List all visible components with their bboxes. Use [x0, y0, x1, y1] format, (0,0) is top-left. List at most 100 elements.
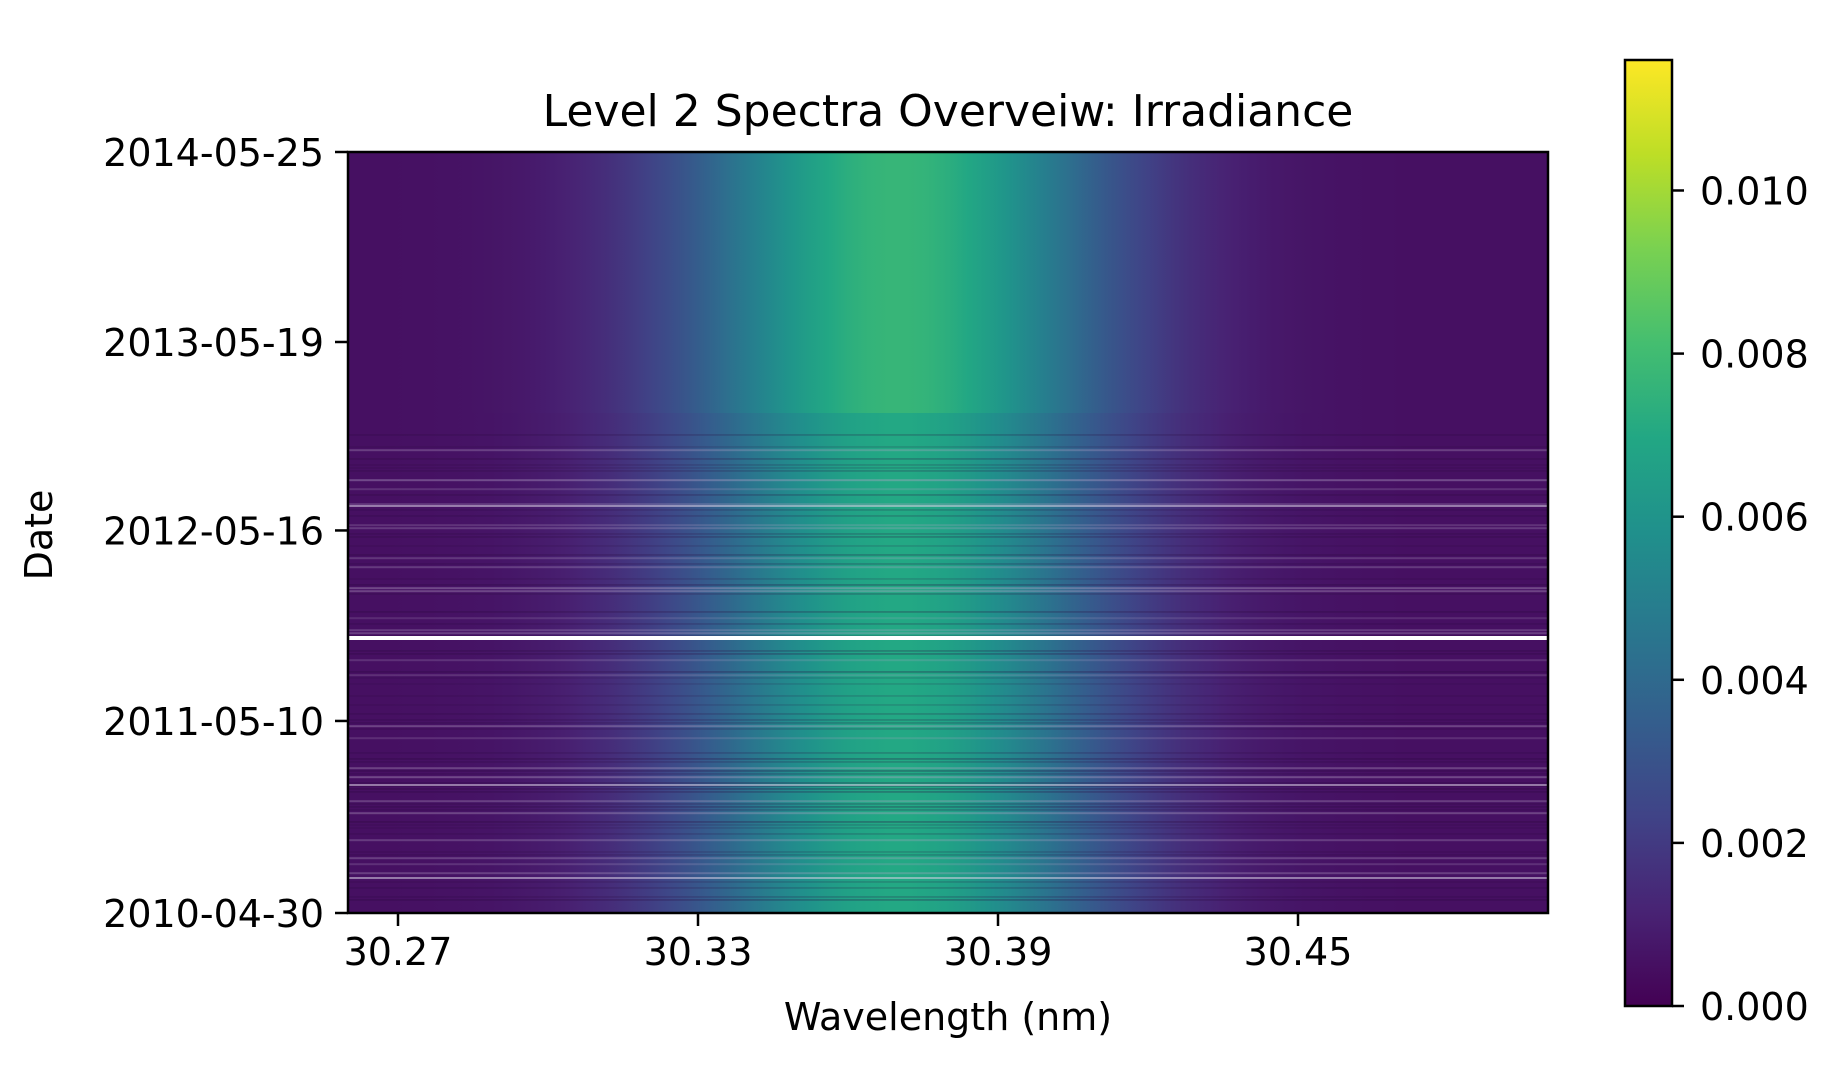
noise-stripe: [348, 803, 1548, 805]
noise-stripe: [348, 434, 1548, 436]
bright-stripe: [348, 877, 1548, 879]
noise-stripe: [348, 503, 1548, 506]
noise-stripe: [348, 629, 1548, 632]
noise-stripe: [348, 788, 1548, 790]
noise-stripe: [348, 632, 1548, 635]
y-tick-label: 2012-05-16: [103, 509, 324, 553]
noise-stripe: [348, 488, 1548, 491]
noise-stripe: [348, 674, 1548, 677]
noise-stripe: [348, 593, 1548, 595]
colorbar-tick-label: 0.010: [1700, 169, 1809, 213]
noise-stripe: [348, 635, 1548, 637]
noise-stripe: [348, 515, 1548, 517]
noise-stripe: [348, 728, 1548, 730]
noise-stripe: [348, 725, 1548, 728]
noise-stripe: [348, 464, 1548, 466]
noise-stripe: [348, 470, 1548, 472]
x-tick-label: 30.27: [344, 930, 453, 974]
noise-stripe: [348, 449, 1548, 452]
colorbar-tick-label: 0.008: [1700, 333, 1809, 377]
noise-stripe: [348, 617, 1548, 620]
noise-stripe: [348, 809, 1548, 811]
plot-frame: [346, 150, 1550, 915]
noise-stripe: [348, 578, 1548, 580]
colorbar-tick-label: 0.002: [1700, 822, 1809, 866]
chart-title: Level 2 Spectra Overveiw: Irradiance: [543, 86, 1354, 137]
noise-stripe: [348, 554, 1548, 556]
y-tick-label: 2011-05-10: [103, 700, 324, 744]
noise-stripe: [348, 623, 1548, 625]
x-tick-label: 30.33: [644, 930, 753, 974]
noise-stripe: [348, 557, 1548, 560]
noise-stripe: [348, 545, 1548, 547]
colorbar-tick-label: 0.000: [1700, 985, 1809, 1029]
noise-stripe: [348, 827, 1548, 829]
colorbar-ticks: 0.000 0.002 0.004 0.006 0.008 0.010: [1672, 169, 1809, 1029]
x-tick-label: 30.45: [1244, 930, 1353, 974]
heatmap-lower-region: [348, 413, 1548, 913]
noise-stripe: [348, 722, 1548, 724]
noise-stripe: [348, 467, 1548, 469]
noise-stripe: [348, 887, 1548, 889]
noise-stripe: [348, 857, 1548, 860]
noise-stripe: [348, 800, 1548, 803]
noise-stripe: [348, 683, 1548, 685]
y-tick-label: 2010-04-30: [103, 892, 324, 936]
noise-stripe: [348, 563, 1548, 565]
noise-stripe: [348, 446, 1548, 448]
noise-stripe: [348, 821, 1548, 823]
noise-stripe: [348, 806, 1548, 808]
noise-stripe: [348, 881, 1548, 883]
noise-stripe: [348, 704, 1548, 706]
noise-stripe: [348, 536, 1548, 538]
noise-stripe: [348, 590, 1548, 593]
data-gap-line: [348, 636, 1548, 640]
noise-stripe: [348, 752, 1548, 754]
noise-stripe: [348, 758, 1548, 760]
noise-stripe: [348, 584, 1548, 586]
noise-stripe: [348, 776, 1548, 779]
noise-stripe: [348, 851, 1548, 853]
noise-stripe: [348, 566, 1548, 569]
noise-stripe: [348, 839, 1548, 842]
noise-stripe: [348, 896, 1548, 898]
noise-stripe: [348, 761, 1548, 763]
colorbar-fill: [1625, 60, 1672, 1006]
x-axis-label: Wavelength (nm): [784, 995, 1112, 1039]
noise-stripe: [348, 671, 1548, 673]
noise-stripe: [348, 833, 1548, 835]
noise-stripe: [348, 533, 1548, 535]
noise-stripe: [348, 824, 1548, 826]
heatmap-upper-region: [348, 152, 1548, 413]
noise-stripe: [348, 899, 1548, 901]
bright-stripe: [348, 505, 1548, 507]
noise-stripe: [348, 854, 1548, 856]
bright-stripe: [348, 784, 1548, 786]
noise-stripe: [348, 479, 1548, 482]
colorbar-tick-label: 0.006: [1700, 496, 1809, 540]
noise-stripe: [348, 611, 1548, 613]
noise-stripe: [348, 773, 1548, 775]
noise-stripe: [348, 719, 1548, 721]
colorbar-frame: [1623, 58, 1674, 1008]
noise-stripe: [348, 737, 1548, 740]
noise-stripe: [348, 650, 1548, 652]
colorbar: 0.000 0.002 0.004 0.006 0.008 0.010: [1623, 58, 1809, 1029]
noise-stripe: [348, 659, 1548, 662]
plot-area: [346, 150, 1550, 915]
colorbar-tick-label: 0.004: [1700, 659, 1809, 703]
noise-stripe: [348, 695, 1548, 697]
noise-stripe: [348, 782, 1548, 784]
noise-stripe: [348, 509, 1548, 511]
y-axis-ticks: 2010-04-30 2011-05-10 2012-05-16 2013-05-19…: [103, 131, 348, 936]
noise-stripe: [348, 458, 1548, 460]
noise-stripe: [348, 872, 1548, 875]
noise-stripe: [348, 863, 1548, 866]
noise-stripe: [348, 812, 1548, 815]
y-tick-label: 2014-05-25: [103, 131, 324, 175]
y-axis-label: Date: [17, 490, 61, 581]
noise-stripe: [348, 767, 1548, 770]
noise-stripe: [348, 770, 1548, 772]
noise-stripe: [348, 527, 1548, 530]
